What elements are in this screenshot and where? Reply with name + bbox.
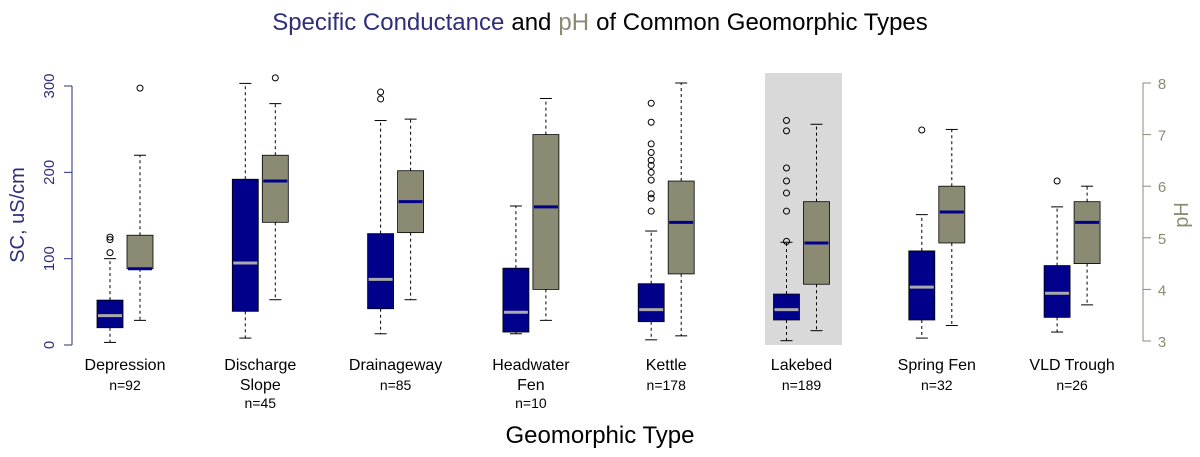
title-part: and — [511, 9, 551, 36]
x-tick-label: Spring Fen — [898, 357, 976, 374]
y2-tick-label: 7 — [1158, 128, 1166, 145]
x-tick-label: Headwater — [492, 357, 570, 374]
y-tick-label: 200 — [41, 160, 58, 185]
outlier — [647, 168, 655, 176]
y-axis-label: SC, uS/cm — [7, 167, 29, 263]
y2-tick-label: 4 — [1158, 282, 1166, 299]
y2-tick-label: 3 — [1158, 334, 1166, 351]
box — [908, 250, 936, 321]
title-part: pH — [558, 9, 589, 36]
box — [637, 283, 665, 323]
y-tick-label: 100 — [41, 246, 58, 271]
box — [532, 134, 560, 290]
y-tick-label: 300 — [41, 73, 58, 98]
n-label: n=85 — [380, 377, 412, 393]
outlier — [783, 189, 790, 197]
outlier — [106, 233, 114, 241]
y2-axis-label: pH — [1171, 202, 1193, 228]
x-tick-label: Drainageway — [349, 357, 442, 374]
outlier — [783, 207, 790, 215]
box — [96, 299, 124, 329]
outlier — [1053, 177, 1061, 185]
outlier — [106, 249, 114, 257]
outlier — [106, 236, 114, 244]
n-label: n=45 — [245, 395, 277, 411]
y2-tick-label: 6 — [1158, 179, 1166, 196]
x-tick-label: Discharge — [224, 357, 296, 374]
box — [126, 234, 154, 270]
outlier — [918, 126, 926, 134]
x-tick-label: Fen — [517, 377, 545, 394]
outlier — [647, 176, 655, 184]
box — [502, 267, 530, 333]
x-tick-label: Lakebed — [771, 357, 832, 374]
outlier — [783, 127, 790, 135]
box — [938, 185, 966, 244]
x-tick-label: Depression — [85, 357, 166, 374]
box — [231, 178, 259, 312]
n-label: n=32 — [921, 377, 953, 393]
y-tick-label: 0 — [41, 341, 58, 349]
outlier — [783, 177, 790, 185]
title-part: of Common Geomorphic Types — [596, 9, 928, 36]
outlier — [783, 117, 790, 125]
y2-tick-label: 8 — [1158, 76, 1166, 93]
y2-tick-label: 5 — [1158, 231, 1166, 248]
n-label: n=26 — [1056, 377, 1088, 393]
outlier — [783, 164, 790, 172]
box — [667, 180, 695, 275]
x-axis-label: Geomorphic Type — [506, 422, 695, 449]
outlier — [647, 161, 655, 169]
outlier — [647, 156, 655, 164]
outlier — [647, 207, 655, 215]
title-part: Specific Conductance — [272, 9, 504, 36]
n-label: n=10 — [515, 395, 547, 411]
box — [773, 293, 800, 321]
box — [261, 154, 289, 223]
x-tick-label: Slope — [240, 377, 281, 394]
x-tick-label: VLD Trough — [1029, 357, 1114, 374]
chart-title: Specific Conductance and pH of Common Geomo… — [272, 9, 928, 36]
outlier — [647, 148, 655, 156]
outlier — [271, 74, 279, 82]
box — [1043, 265, 1071, 318]
box — [367, 233, 395, 310]
x-tick-label: Kettle — [646, 357, 687, 374]
outlier — [647, 99, 655, 107]
n-label: n=178 — [647, 377, 687, 393]
outlier — [377, 88, 385, 96]
outlier — [647, 140, 655, 148]
n-label: n=189 — [782, 377, 822, 393]
outlier — [136, 84, 144, 92]
outlier — [647, 194, 655, 202]
outlier — [783, 237, 790, 245]
outlier — [647, 118, 655, 126]
n-label: n=92 — [109, 377, 141, 393]
outlier — [377, 95, 385, 103]
outlier — [647, 190, 655, 198]
box — [1073, 201, 1101, 264]
